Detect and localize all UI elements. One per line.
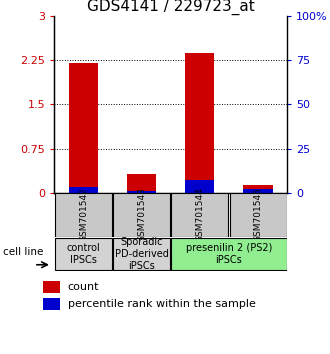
Bar <box>185 52 214 193</box>
Text: GSM701544: GSM701544 <box>195 188 204 242</box>
Text: count: count <box>68 282 99 292</box>
Bar <box>55 238 112 270</box>
Bar <box>69 187 98 193</box>
Bar <box>127 174 156 193</box>
Bar <box>230 193 286 237</box>
Bar <box>55 193 112 237</box>
Bar <box>43 281 60 293</box>
Bar <box>171 193 228 237</box>
Text: GSM701542: GSM701542 <box>79 188 88 242</box>
Text: percentile rank within the sample: percentile rank within the sample <box>68 299 256 309</box>
Bar <box>69 63 98 193</box>
Bar <box>113 238 170 270</box>
Text: presenilin 2 (PS2)
iPSCs: presenilin 2 (PS2) iPSCs <box>186 243 272 265</box>
Bar <box>244 185 273 193</box>
Title: GDS4141 / 229723_at: GDS4141 / 229723_at <box>87 0 255 15</box>
Bar <box>171 238 286 270</box>
Bar <box>244 189 273 193</box>
Text: GSM701543: GSM701543 <box>137 188 146 242</box>
Text: GSM701545: GSM701545 <box>253 188 263 242</box>
Bar <box>113 193 170 237</box>
Bar <box>185 180 214 193</box>
Text: Sporadic
PD-derived
iPSCs: Sporadic PD-derived iPSCs <box>115 238 169 270</box>
Bar <box>127 190 156 193</box>
Text: control
IPSCs: control IPSCs <box>67 243 100 265</box>
Text: cell line: cell line <box>3 247 44 257</box>
Bar <box>43 298 60 310</box>
